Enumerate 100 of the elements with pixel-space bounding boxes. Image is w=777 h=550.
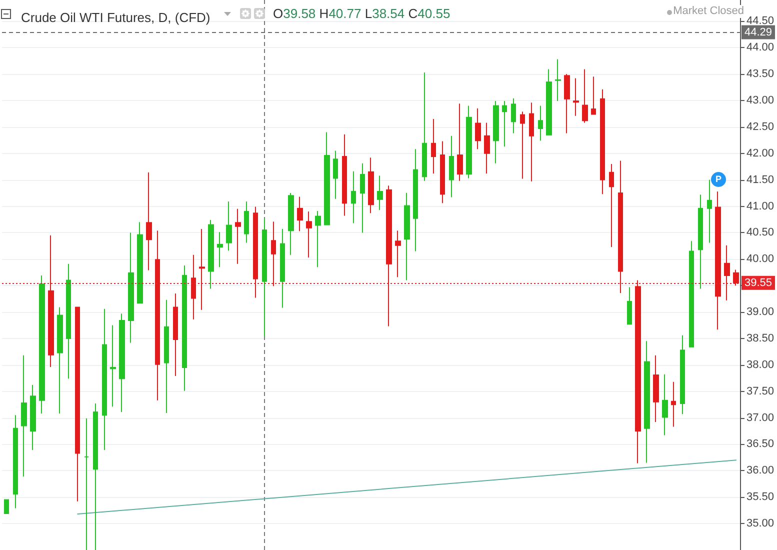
candlestick — [208, 220, 214, 290]
candlestick — [173, 293, 178, 377]
y-tick-label: 41.50 — [746, 174, 774, 186]
y-tick-label: 39.00 — [746, 306, 774, 318]
y-tick-label: 37.00 — [746, 412, 774, 424]
y-tick-label: 35.50 — [746, 491, 774, 504]
candlestick — [182, 264, 187, 392]
annotation: O39.58 H40.77 L38.54 C40.55 — [273, 6, 450, 21]
candlestick — [93, 403, 98, 550]
candlestick — [564, 74, 570, 134]
candlestick — [529, 102, 534, 182]
candlestick — [653, 354, 659, 423]
candlestick — [493, 100, 499, 164]
candlestick — [333, 150, 338, 200]
candlestick — [377, 175, 383, 210]
ref-line-label: 44.29 — [744, 26, 772, 38]
y-tick-label: 43.00 — [746, 94, 774, 106]
candlestick — [644, 340, 650, 464]
candlestick — [413, 148, 418, 252]
candlestick — [618, 160, 623, 294]
candlestick — [164, 299, 169, 414]
candlestick — [422, 72, 427, 182]
candlestick — [520, 111, 525, 180]
candlestick — [440, 140, 445, 204]
candlestick — [431, 118, 436, 174]
candlestick — [466, 105, 472, 179]
candlestick — [48, 234, 54, 368]
candlestick — [724, 244, 730, 301]
candlestick — [351, 170, 356, 224]
y-tick-label: 36.00 — [746, 464, 774, 477]
candlestick — [4, 499, 9, 514]
candlestick — [449, 135, 454, 198]
candlestick — [635, 280, 641, 464]
candlestick — [13, 414, 18, 509]
candlestick — [484, 122, 490, 174]
y-tick-label: 44.50 — [746, 15, 774, 28]
y-tick-label: 40.00 — [746, 253, 774, 266]
candlestick — [627, 286, 632, 325]
candlestick — [324, 132, 330, 226]
candlestick — [102, 308, 107, 451]
candlestick — [591, 76, 596, 115]
candlestick — [342, 134, 347, 216]
y-tick-label: 38.50 — [746, 332, 774, 344]
y-tick-label: 41.00 — [746, 200, 774, 212]
candlestick — [457, 103, 463, 182]
y-tick-label: 43.50 — [746, 68, 774, 80]
candlestick — [546, 68, 552, 136]
candlestick — [689, 240, 694, 348]
annotation: Market Closed — [673, 5, 744, 18]
candlestick — [128, 232, 134, 344]
candlestick — [271, 221, 276, 287]
candlestick — [226, 200, 232, 252]
candlestick — [368, 157, 374, 214]
candlestick — [146, 172, 152, 271]
candlestick — [733, 269, 739, 286]
candlestick — [30, 384, 36, 451]
candlestick — [538, 105, 543, 142]
candlestick — [306, 211, 312, 258]
candlestick — [288, 192, 294, 256]
candlestick — [21, 354, 27, 477]
y-tick-label: 42.50 — [746, 120, 774, 133]
candlestick — [662, 374, 668, 436]
text: Crude Oil WTI Futures, D, (CFD) — [21, 10, 210, 25]
candlestick — [191, 254, 196, 320]
candlestick — [110, 324, 116, 408]
candlestick — [715, 190, 721, 330]
candlestick — [698, 194, 703, 290]
candlestick — [280, 228, 285, 308]
y-tick-label: 38.00 — [746, 358, 774, 371]
candlestick — [244, 200, 249, 244]
candlestick — [315, 210, 321, 268]
candlestick — [680, 334, 685, 415]
candlestick — [502, 100, 507, 147]
y-tick-label: 40.50 — [746, 226, 774, 239]
candlestick — [137, 222, 143, 304]
candlestick — [475, 108, 481, 150]
candlestick — [39, 275, 45, 414]
candlestick — [511, 98, 516, 134]
candlestick — [57, 306, 63, 414]
candlestick — [66, 263, 71, 380]
candlestick — [671, 381, 676, 428]
candlestick — [217, 232, 223, 268]
candlestick — [395, 230, 401, 278]
candlestick — [360, 162, 365, 234]
ref-line-label: 39.55 — [744, 276, 772, 289]
candlestick — [582, 68, 588, 124]
candlestick — [297, 196, 303, 232]
candlestick — [707, 179, 712, 244]
candlestick — [119, 313, 125, 412]
candlestick — [609, 163, 614, 248]
candlestick — [199, 228, 205, 310]
y-tick-label: 35.00 — [746, 518, 774, 530]
candlestick — [262, 218, 267, 337]
y-tick-label: 44.00 — [746, 42, 774, 54]
y-tick-label: 36.50 — [746, 438, 774, 450]
y-tick-label: 37.50 — [746, 385, 774, 398]
candlestick — [75, 306, 80, 502]
candlestick — [386, 185, 392, 327]
candlestick — [600, 88, 605, 195]
candlestick — [253, 206, 258, 298]
